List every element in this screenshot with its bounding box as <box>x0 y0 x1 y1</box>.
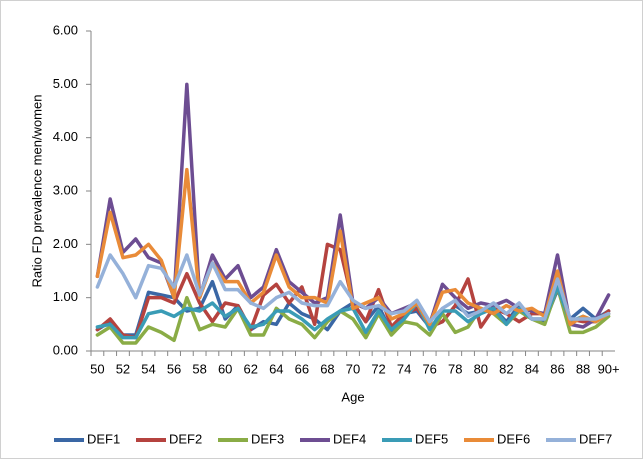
x-tick-label: 90+ <box>598 361 620 376</box>
y-tick-label: 1.00 <box>53 289 78 304</box>
line-series <box>95 253 611 324</box>
legend-label: DEF7 <box>579 431 612 446</box>
y-tick-label: 6.00 <box>53 22 78 37</box>
y-axis-title: Ratio FD prevalence men/women <box>29 95 44 288</box>
x-tick-label: 56 <box>167 361 181 376</box>
y-tick-label: 0.00 <box>53 342 78 357</box>
x-tick-label: 76 <box>422 361 436 376</box>
x-tick-label: 54 <box>141 361 155 376</box>
x-tick-label: 66 <box>295 361 309 376</box>
legend-label: DEF4 <box>333 431 366 446</box>
x-tick-label: 86 <box>550 361 564 376</box>
x-tick-label: 58 <box>192 361 206 376</box>
x-tick-label: 60 <box>218 361 232 376</box>
y-tick-label: 4.00 <box>53 129 78 144</box>
x-tick-label: 52 <box>116 361 130 376</box>
legend-label: DEF1 <box>87 431 120 446</box>
x-tick-label: 74 <box>397 361 411 376</box>
y-tick-label: 2.00 <box>53 236 78 251</box>
x-tick-label: 70 <box>346 361 360 376</box>
x-tick-label: 80 <box>474 361 488 376</box>
x-axis-title: Age <box>341 389 364 404</box>
x-tick-label: 62 <box>244 361 258 376</box>
y-tick-label: 3.00 <box>53 182 78 197</box>
x-tick-label: 68 <box>320 361 334 376</box>
legend-label: DEF5 <box>415 431 448 446</box>
x-tick-label: 64 <box>269 361 283 376</box>
x-tick-label: 84 <box>525 361 539 376</box>
x-tick-label: 78 <box>448 361 462 376</box>
y-tick-label: 5.00 <box>53 76 78 91</box>
x-tick-label: 72 <box>371 361 385 376</box>
legend-label: DEF6 <box>497 431 530 446</box>
legend-label: DEF2 <box>169 431 202 446</box>
x-tick-label: 50 <box>90 361 104 376</box>
x-tick-label: 88 <box>576 361 590 376</box>
x-tick-label: 82 <box>499 361 513 376</box>
legend-label: DEF3 <box>251 431 284 446</box>
